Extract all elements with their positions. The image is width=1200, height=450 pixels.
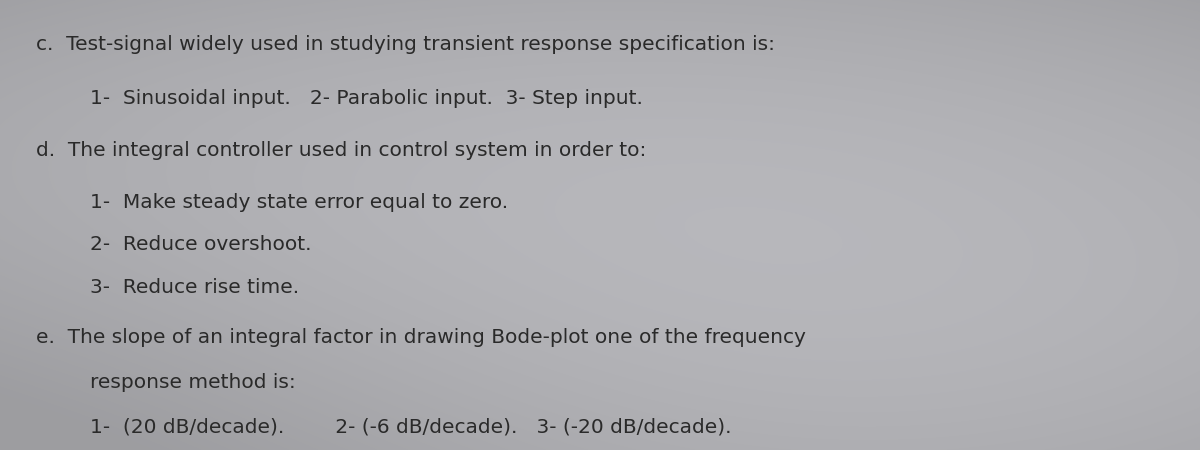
- Text: 1-  (20 dB/decade).        2- (-6 dB/decade).   3- (-20 dB/decade).: 1- (20 dB/decade). 2- (-6 dB/decade). 3-…: [90, 418, 732, 436]
- Text: 1-  Sinusoidal input.   2- Parabolic input.  3- Step input.: 1- Sinusoidal input. 2- Parabolic input.…: [90, 89, 643, 108]
- Text: c.  Test-signal widely used in studying transient response specification is:: c. Test-signal widely used in studying t…: [36, 35, 775, 54]
- Text: d.  The integral controller used in control system in order to:: d. The integral controller used in contr…: [36, 141, 647, 160]
- Text: 1-  Make steady state error equal to zero.: 1- Make steady state error equal to zero…: [90, 193, 508, 212]
- Text: response method is:: response method is:: [90, 374, 295, 392]
- Text: 2-  Reduce overshoot.: 2- Reduce overshoot.: [90, 235, 312, 254]
- Text: 3-  Reduce rise time.: 3- Reduce rise time.: [90, 278, 299, 297]
- Text: e.  The slope of an integral factor in drawing Bode-plot one of the frequency: e. The slope of an integral factor in dr…: [36, 328, 806, 347]
